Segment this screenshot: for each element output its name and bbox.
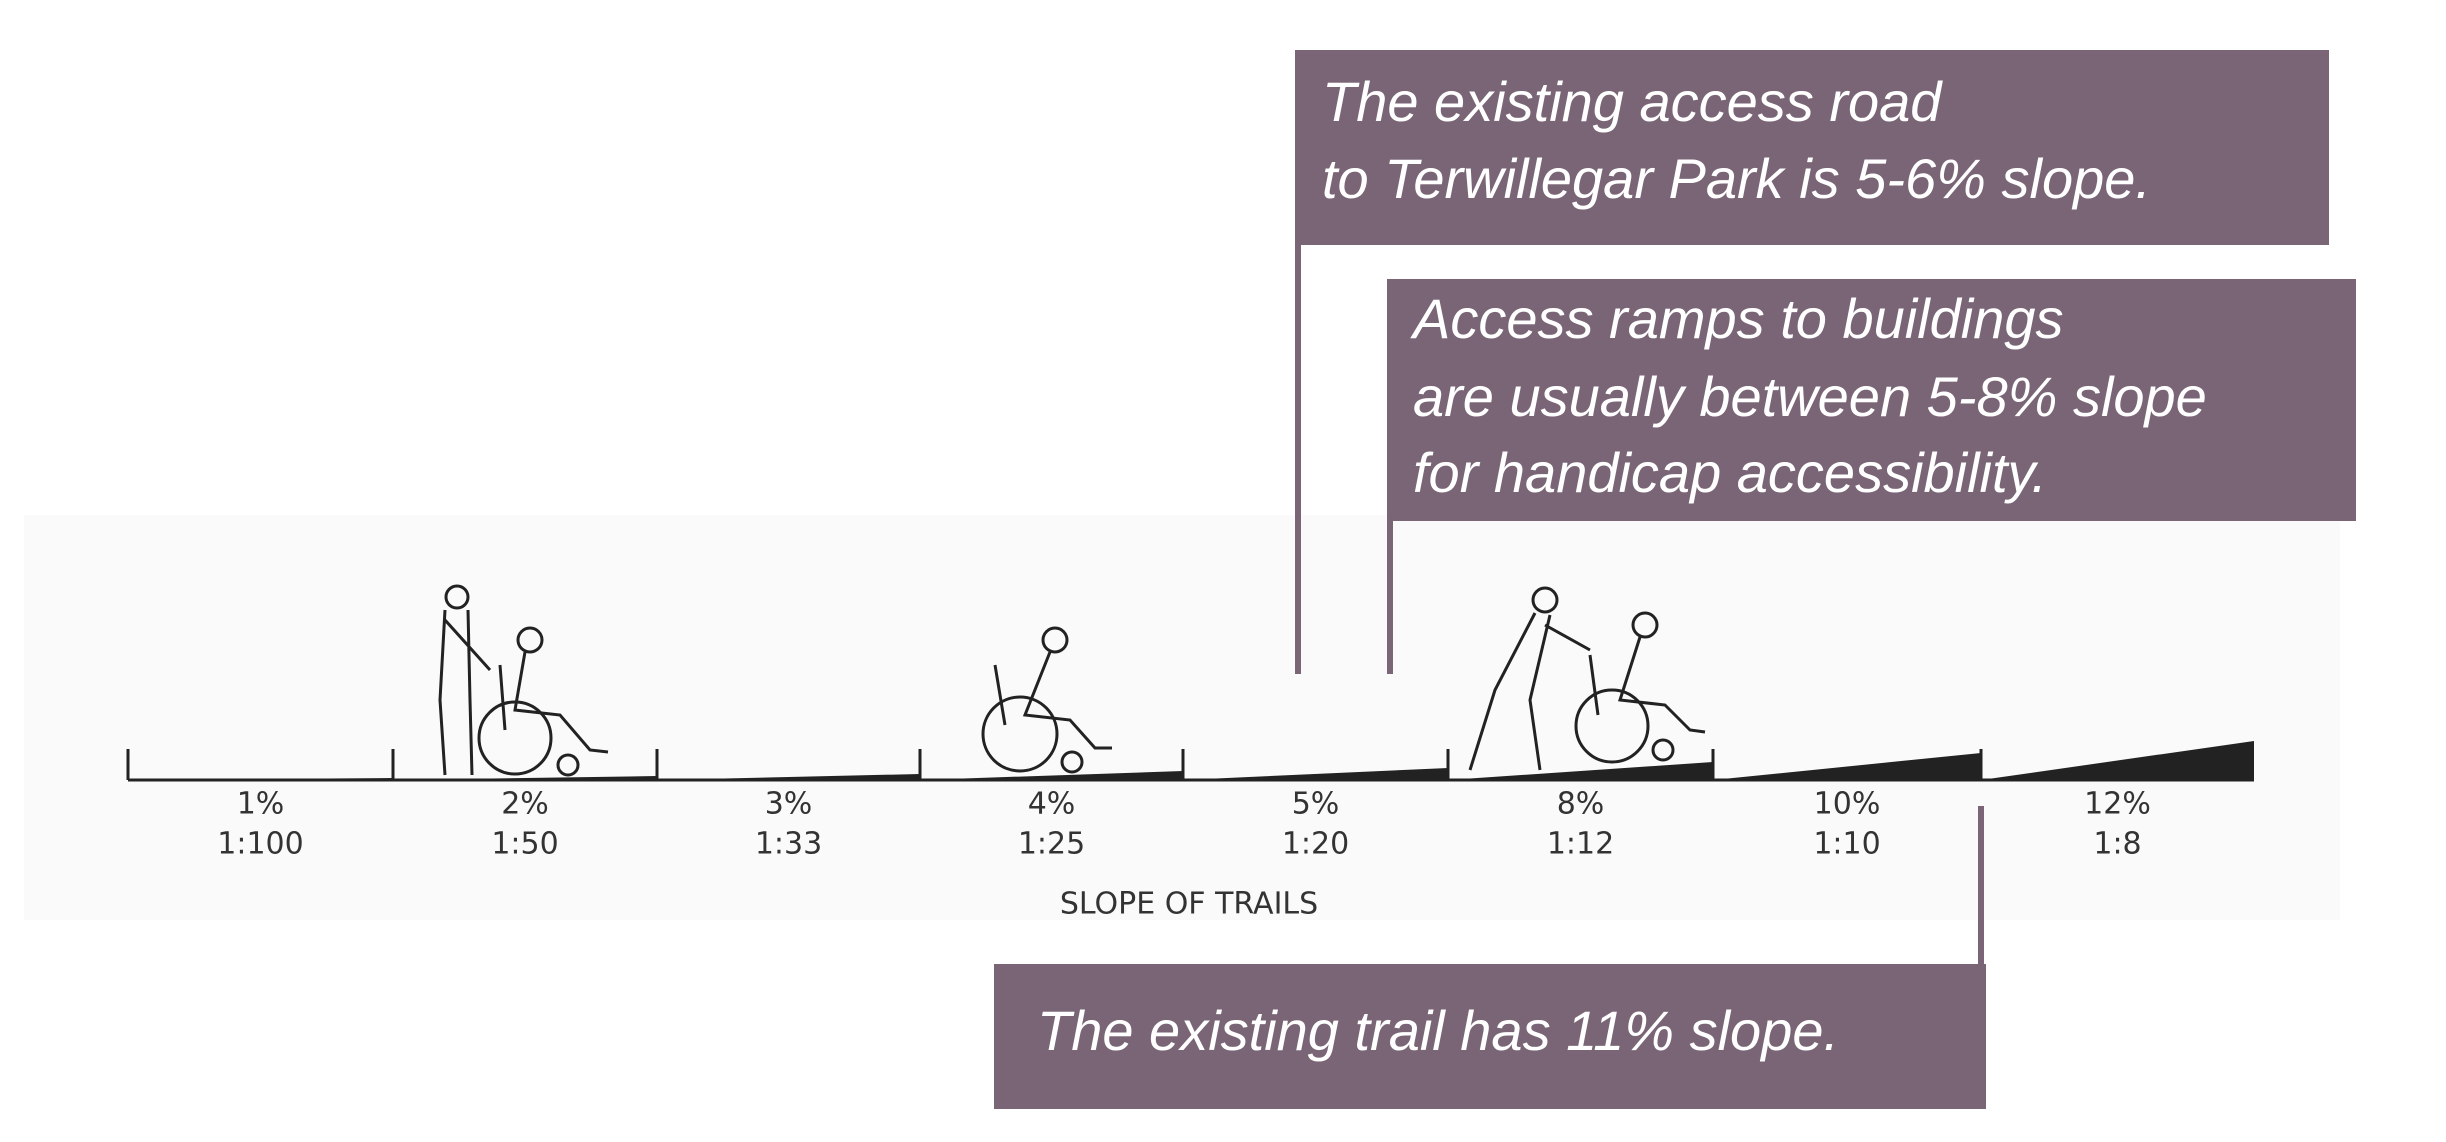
slope-ratio: 1:33 bbox=[755, 827, 822, 862]
slope-percent: 12% bbox=[2084, 787, 2151, 822]
page: 1% 1:100 2% 1:50 3% 1:33 4% 1:25 5% 1:20 8% 1:12 10%… bbox=[0, 0, 2446, 1142]
leader-line bbox=[1978, 806, 1984, 968]
slope-percent: 2% bbox=[501, 787, 549, 822]
callout-text: are usually between 5-8% slope bbox=[1413, 365, 2207, 428]
slope-ratio: 1:50 bbox=[491, 827, 558, 862]
slope-ratio: 1:100 bbox=[217, 827, 303, 862]
slope-percent: 4% bbox=[1028, 787, 1076, 822]
slope-percent: 1% bbox=[237, 787, 285, 822]
slope-ratio: 1:12 bbox=[1547, 827, 1614, 862]
slope-ratio: 1:8 bbox=[2093, 827, 2141, 862]
callout-text: The existing access road bbox=[1322, 70, 1943, 133]
slope-percent: 5% bbox=[1292, 787, 1340, 822]
axis-title: SLOPE OF TRAILS bbox=[1060, 887, 1318, 922]
diagram-background bbox=[24, 515, 2340, 920]
leader-line bbox=[1295, 240, 1301, 674]
callout-text: Access ramps to buildings bbox=[1410, 287, 2064, 350]
slope-ratio: 1:10 bbox=[1813, 827, 1880, 862]
slope-ratio: 1:20 bbox=[1282, 827, 1349, 862]
slope-percent: 8% bbox=[1557, 787, 1605, 822]
slope-ratio: 1:25 bbox=[1018, 827, 1085, 862]
callout-text: for handicap accessibility. bbox=[1413, 441, 2047, 504]
slope-percent: 3% bbox=[765, 787, 813, 822]
callout-text: The existing trail has 11% slope. bbox=[1037, 999, 1839, 1062]
slope-percent: 10% bbox=[1814, 787, 1881, 822]
callout-text: to Terwillegar Park is 5-6% slope. bbox=[1322, 147, 2151, 210]
leader-line bbox=[1387, 515, 1393, 674]
